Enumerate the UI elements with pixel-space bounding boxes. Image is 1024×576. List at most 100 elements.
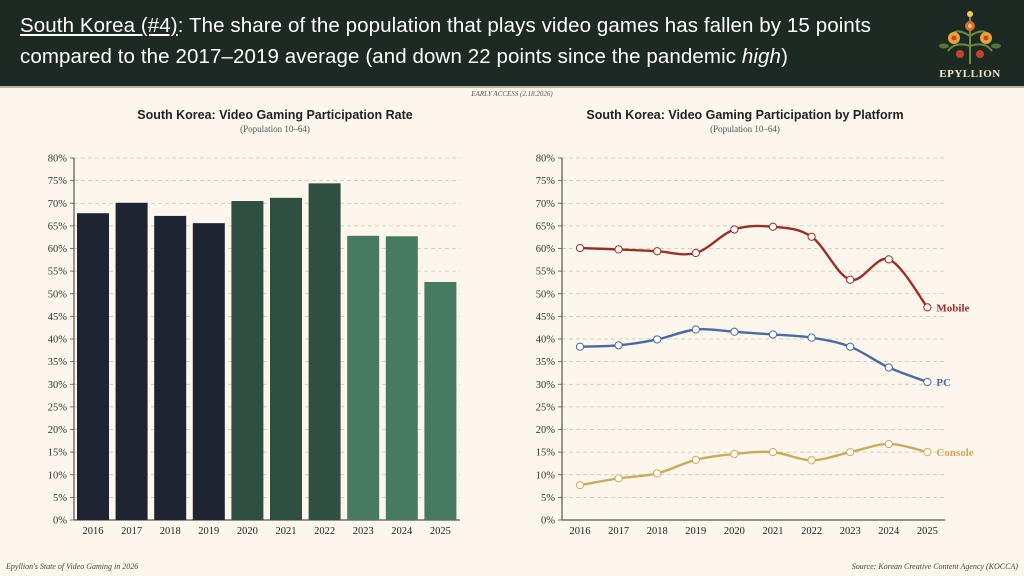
line-chart-ytick-label: 55% xyxy=(536,267,556,278)
bar-2021 xyxy=(270,197,302,520)
line-chart-ytick-label: 50% xyxy=(536,289,556,300)
line-chart-ytick-label: 5% xyxy=(541,493,555,504)
console-point-2019 xyxy=(691,455,700,464)
line-chart-xtick-label: 2024 xyxy=(878,526,900,537)
bar-chart-ytick-label: 60% xyxy=(48,244,68,255)
line-chart-ytick-label: 0% xyxy=(541,516,555,527)
pc-line xyxy=(579,327,928,384)
bar-2019 xyxy=(192,223,225,520)
header-banner: South Korea (#4): The share of the popul… xyxy=(0,0,1024,88)
mobile-point-2023 xyxy=(846,275,855,284)
console-point-2023 xyxy=(846,448,855,457)
line-chart-subtitle: (Population 10–64) xyxy=(710,124,780,134)
line-chart-xtick-label: 2018 xyxy=(647,526,668,537)
bar-chart-ytick-label: 35% xyxy=(48,357,68,368)
console-point-2021 xyxy=(768,448,778,457)
bar-chart-xtick-label: 2018 xyxy=(160,526,181,537)
pc-point-2020 xyxy=(730,327,739,336)
line-chart-ytick-label: 70% xyxy=(536,199,556,210)
bar-chart-ytick-label: 45% xyxy=(48,312,68,323)
mobile-point-2022 xyxy=(807,232,816,241)
bar-chart-ytick-label: 15% xyxy=(48,448,68,459)
bar-chart-ytick-label: 70% xyxy=(48,199,68,210)
mobile-point-2025 xyxy=(923,303,932,312)
bar-chart-ytick-label: 65% xyxy=(48,221,68,232)
bar-chart-xtick-label: 2021 xyxy=(276,526,297,537)
line-chart-title: South Korea: Video Gaming Participation … xyxy=(586,108,904,122)
bar-2025 xyxy=(424,281,457,520)
headline-text: : The share of the population that plays… xyxy=(20,14,872,68)
console-point-2016 xyxy=(575,481,585,490)
line-chart-xtick-label: 2017 xyxy=(608,526,629,537)
mobile-line xyxy=(579,224,929,309)
bar-2017 xyxy=(115,202,148,521)
mobile-point-2017 xyxy=(614,245,623,254)
mobile-series-label: Mobile xyxy=(936,302,969,314)
line-chart-xtick-label: 2021 xyxy=(763,526,784,537)
bar-chart-ytick-label: 25% xyxy=(48,402,68,413)
line-chart-ytick-label: 40% xyxy=(536,335,556,346)
console-point-2024 xyxy=(884,439,893,449)
bar-chart-ytick-label: 5% xyxy=(53,493,67,504)
pc-point-2023 xyxy=(846,342,855,351)
line-chart-ytick-label: 20% xyxy=(536,425,556,436)
headline-country: South Korea (#4) xyxy=(20,14,178,37)
console-point-2025 xyxy=(923,448,932,457)
pc-point-2018 xyxy=(653,335,662,344)
bar-2016 xyxy=(77,213,109,520)
footer-left: Epyllion's State of Video Gaming in 2026 xyxy=(6,562,139,571)
line-chart-xtick-label: 2025 xyxy=(917,526,938,537)
mobile-point-2019 xyxy=(691,248,700,258)
bar-chart-ytick-label: 30% xyxy=(48,380,68,391)
console-line xyxy=(579,442,928,487)
bar-chart-xtick-label: 2016 xyxy=(83,526,104,537)
bar-chart-title: South Korea: Video Gaming Participation … xyxy=(137,108,413,122)
bar-chart-xtick-label: 2025 xyxy=(430,526,451,537)
bar-2023 xyxy=(347,235,380,520)
early-access-label: EARLY ACCESS (2.18.2026) xyxy=(471,90,553,98)
flower-ornament-icon xyxy=(939,11,1001,64)
line-chart-ytick-label: 65% xyxy=(536,221,556,232)
bar-chart-ytick-label: 50% xyxy=(48,289,68,300)
line-chart-xtick-label: 2020 xyxy=(724,526,745,537)
line-chart-xtick-label: 2016 xyxy=(570,526,591,537)
headline-end: ) xyxy=(781,45,788,68)
headline-italic: high xyxy=(741,45,782,68)
line-chart-ytick-label: 60% xyxy=(536,244,556,255)
line-chart-xtick-label: 2023 xyxy=(840,526,861,537)
bar-chart-xtick-label: 2024 xyxy=(391,526,413,537)
mobile-point-2020 xyxy=(730,225,739,234)
bar-chart-xtick-label: 2017 xyxy=(121,526,142,537)
pc-point-2022 xyxy=(807,333,816,342)
headline: South Korea (#4): The share of the popul… xyxy=(20,10,920,72)
bar-chart-ytick-label: 40% xyxy=(48,335,68,346)
bar-chart-ytick-label: 10% xyxy=(48,470,68,481)
bar-chart-xtick-label: 2023 xyxy=(353,526,374,537)
line-chart-ytick-label: 30% xyxy=(536,380,556,391)
bar-chart-ytick-label: 55% xyxy=(48,267,68,278)
console-point-2020 xyxy=(730,449,739,459)
pc-point-2025 xyxy=(923,377,932,387)
logo-text: EPYLLION xyxy=(939,68,1001,80)
line-chart-ytick-label: 80% xyxy=(536,154,556,165)
line-chart-ytick-label: 10% xyxy=(536,470,556,481)
line-chart-ytick-label: 75% xyxy=(536,176,556,187)
bar-chart-xtick-label: 2022 xyxy=(314,526,335,537)
bar-chart-xtick-label: 2020 xyxy=(237,526,258,537)
pc-point-2016 xyxy=(575,342,585,351)
line-chart-ytick-label: 15% xyxy=(536,448,556,459)
console-series-label: Console xyxy=(936,447,973,459)
bar-chart-subtitle: (Population 10–64) xyxy=(240,124,310,134)
pc-point-2021 xyxy=(768,330,778,339)
pc-series-label: PC xyxy=(936,377,951,389)
console-point-2018 xyxy=(653,469,662,478)
pc-point-2019 xyxy=(691,325,700,334)
bar-2020 xyxy=(231,200,264,521)
bar-2024 xyxy=(385,236,418,520)
footer-source: Source: Korean Creative Content Agency (… xyxy=(851,562,1018,571)
mobile-point-2021 xyxy=(768,222,778,231)
line-chart-xtick-label: 2022 xyxy=(801,526,822,537)
mobile-point-2024 xyxy=(884,255,893,264)
line-chart-xtick-label: 2019 xyxy=(685,526,706,537)
